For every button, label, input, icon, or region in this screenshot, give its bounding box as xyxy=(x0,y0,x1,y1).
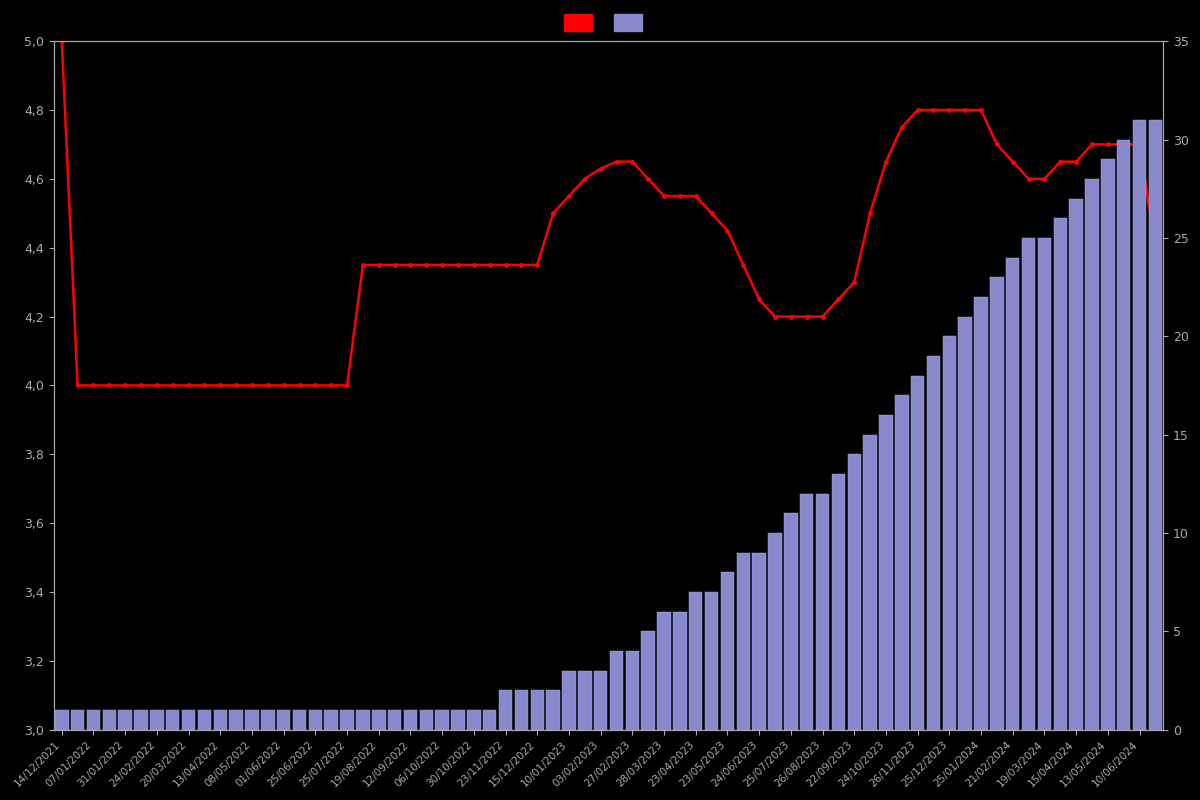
Bar xyxy=(863,434,877,730)
Bar xyxy=(1022,238,1036,730)
Bar xyxy=(880,415,893,730)
Bar xyxy=(134,710,148,730)
Bar xyxy=(847,454,860,730)
Bar xyxy=(1054,218,1067,730)
Bar xyxy=(1133,120,1146,730)
Legend: , : , xyxy=(557,6,660,38)
Bar xyxy=(832,474,845,730)
Bar xyxy=(293,710,306,730)
Bar xyxy=(262,710,275,730)
Bar xyxy=(1069,198,1082,730)
Bar xyxy=(515,690,528,730)
Bar xyxy=(451,710,464,730)
Bar xyxy=(308,710,322,730)
Bar xyxy=(752,553,766,730)
Bar xyxy=(784,514,798,730)
Bar xyxy=(482,710,497,730)
Bar xyxy=(1117,139,1130,730)
Bar xyxy=(610,651,623,730)
Bar xyxy=(721,572,734,730)
Bar xyxy=(499,690,512,730)
Bar xyxy=(578,670,592,730)
Bar xyxy=(563,670,576,730)
Bar xyxy=(356,710,370,730)
Bar xyxy=(625,651,640,730)
Bar xyxy=(245,710,259,730)
Bar xyxy=(704,592,719,730)
Bar xyxy=(436,710,449,730)
Bar xyxy=(86,710,101,730)
Bar xyxy=(420,710,433,730)
Bar xyxy=(895,395,908,730)
Bar xyxy=(530,690,544,730)
Bar xyxy=(182,710,196,730)
Bar xyxy=(942,336,956,730)
Bar xyxy=(800,494,814,730)
Bar xyxy=(926,356,941,730)
Bar xyxy=(55,710,68,730)
Bar xyxy=(768,533,781,730)
Bar xyxy=(1102,159,1115,730)
Bar xyxy=(737,553,750,730)
Bar xyxy=(166,710,180,730)
Bar xyxy=(642,631,655,730)
Bar xyxy=(689,592,702,730)
Bar xyxy=(1085,179,1099,730)
Bar xyxy=(673,612,686,730)
Bar xyxy=(990,278,1003,730)
Bar xyxy=(214,710,227,730)
Bar xyxy=(324,710,338,730)
Bar xyxy=(150,710,163,730)
Bar xyxy=(372,710,385,730)
Bar xyxy=(341,710,354,730)
Bar xyxy=(198,710,211,730)
Bar xyxy=(974,297,988,730)
Bar xyxy=(277,710,290,730)
Bar xyxy=(403,710,418,730)
Bar xyxy=(959,317,972,730)
Bar xyxy=(71,710,84,730)
Bar xyxy=(911,376,924,730)
Bar xyxy=(816,494,829,730)
Bar xyxy=(103,710,116,730)
Bar xyxy=(594,670,607,730)
Bar xyxy=(229,710,242,730)
Bar xyxy=(546,690,560,730)
Bar xyxy=(1148,120,1162,730)
Bar xyxy=(1006,258,1020,730)
Bar xyxy=(467,710,481,730)
Bar xyxy=(658,612,671,730)
Bar xyxy=(388,710,401,730)
Bar xyxy=(1038,238,1051,730)
Bar xyxy=(119,710,132,730)
